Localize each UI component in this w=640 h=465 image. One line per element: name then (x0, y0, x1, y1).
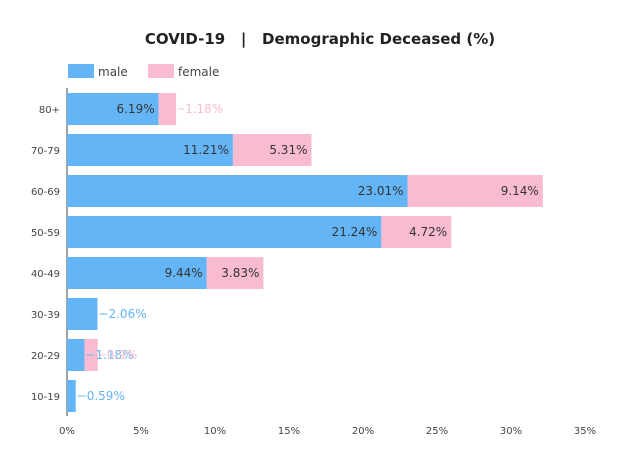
bar-male (67, 175, 408, 207)
bar-male (67, 216, 382, 248)
legend-label-male: male (98, 65, 128, 79)
x-tick-label: 30% (500, 426, 522, 437)
bar-female (158, 93, 177, 125)
value-labels: 6.19% 1.18% 11.21% 5.31% 23.01% 9.14% 21.24% 4.… (77, 102, 539, 403)
category-label: 60-69 (31, 187, 60, 198)
legend-swatch-female (148, 64, 174, 78)
x-tick-label: 5% (133, 426, 149, 437)
legend-label-female: female (178, 65, 219, 79)
category-label: 30-39 (31, 310, 60, 321)
x-tick-label: 10% (204, 426, 226, 437)
bar-male (67, 134, 233, 166)
bar-female (206, 257, 264, 289)
bar-female (407, 175, 543, 207)
value-label-female: 9.14% (501, 184, 539, 198)
value-label-male: 6.19% (116, 102, 154, 116)
x-tick-label: 25% (426, 426, 448, 437)
x-tick-label: 35% (574, 426, 596, 437)
bar-male (67, 380, 76, 412)
legend-swatch-male (68, 64, 94, 78)
value-label-female: 5.31% (269, 143, 307, 157)
chart-title: COVID-19 | Demographic Deceased (%) (145, 30, 495, 49)
category-label: 20-29 (31, 351, 60, 362)
bar-male (67, 339, 85, 371)
value-label-male: 1.18% (95, 348, 133, 362)
bar-male (67, 257, 207, 289)
value-label-male: 21.24% (332, 225, 378, 239)
value-label-female: 1.18% (185, 102, 223, 116)
bars (67, 93, 543, 412)
x-tick-label: 15% (278, 426, 300, 437)
value-label-male: 23.01% (358, 184, 404, 198)
value-label-male: 9.44% (165, 266, 203, 280)
value-label-female: 4.72% (409, 225, 447, 239)
category-label: 10-19 (31, 392, 60, 403)
bar-male (67, 93, 159, 125)
bar-female (381, 216, 452, 248)
category-labels: 80+ 70-79 60-69 50-59 40-49 30-39 20-29 10-19 (31, 105, 60, 403)
value-label-male: 2.06% (108, 307, 146, 321)
category-label: 80+ (39, 105, 60, 116)
x-tick-label: 20% (352, 426, 374, 437)
category-label: 40-49 (31, 269, 60, 280)
legend: male female (68, 64, 219, 79)
x-tick-labels: 0% 5% 10% 15% 20% 25% 30% 35% (59, 426, 596, 437)
x-tick-label: 0% (59, 426, 75, 437)
bar-male (67, 298, 98, 330)
category-label: 50-59 (31, 228, 60, 239)
value-label-female: 0.9% (107, 348, 138, 362)
value-label-female: 3.83% (221, 266, 259, 280)
bar-female (232, 134, 312, 166)
category-label: 70-79 (31, 146, 60, 157)
value-label-male: 11.21% (183, 143, 229, 157)
value-label-male: 0.59% (87, 389, 125, 403)
